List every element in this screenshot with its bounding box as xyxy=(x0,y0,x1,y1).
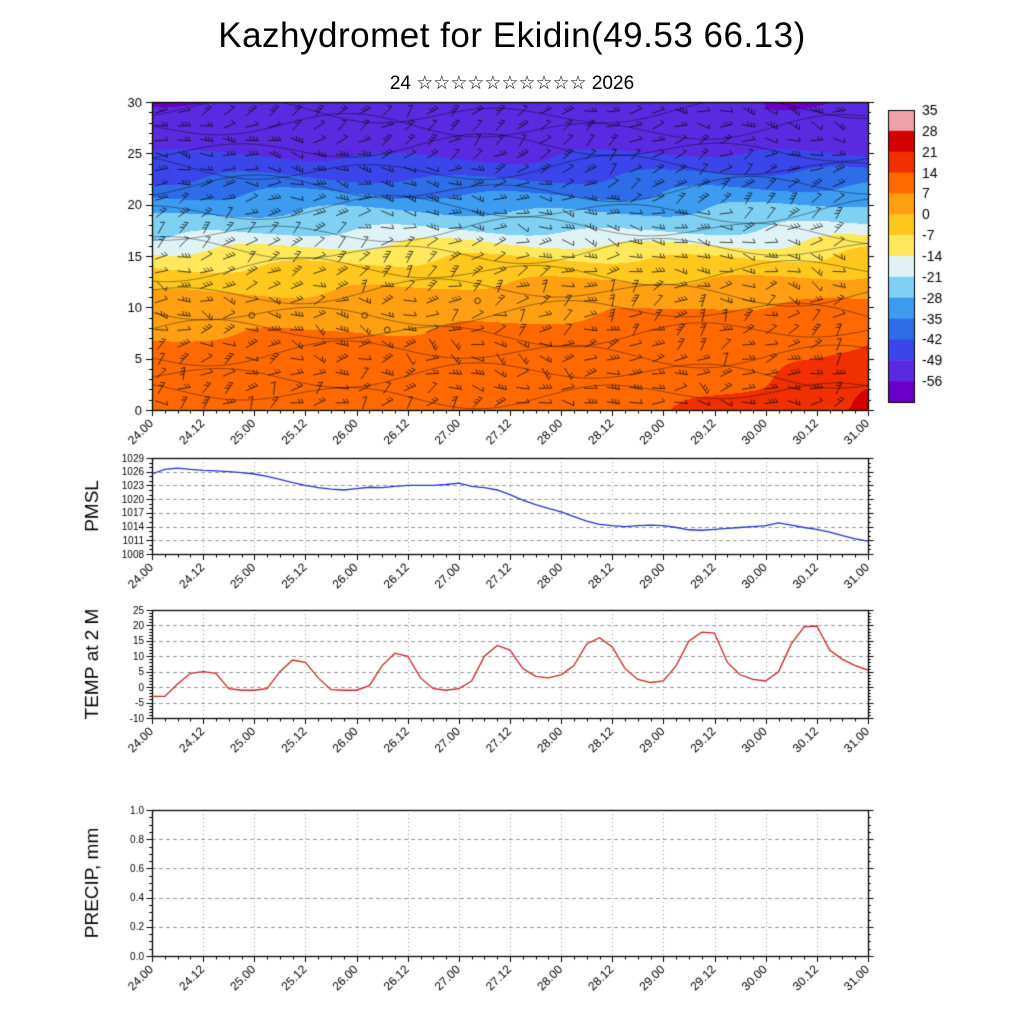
meteogram-canvas xyxy=(0,96,1024,1024)
page-title: Kazhydromet for Ekidin(49.53 66.13) xyxy=(218,16,806,55)
run-subtitle: 24 ☆☆☆☆☆☆☆☆☆☆ 2026 xyxy=(389,73,635,94)
